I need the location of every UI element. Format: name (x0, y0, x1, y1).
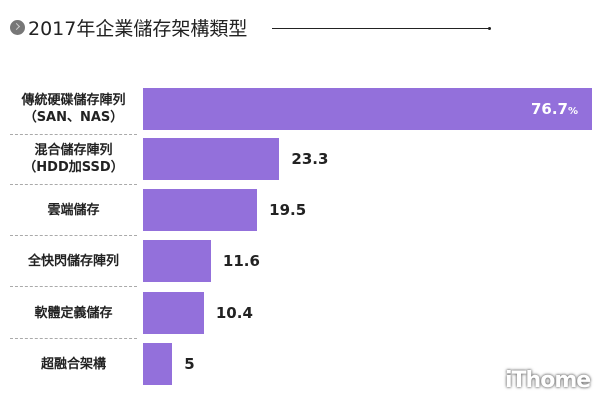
unit-label: % (567, 106, 578, 117)
row-divider (10, 184, 137, 185)
category-label: 混合儲存陣列 （HDD加SSD） (10, 138, 137, 180)
bar-row: 軟體定義儲存 10.4 (0, 292, 600, 343)
bullet-arrow-icon (10, 20, 25, 35)
chart-title-text: 2017年企業儲存架構類型 (28, 18, 248, 40)
category-label-line: 傳統硬碟儲存陣列 (21, 93, 126, 108)
category-label-line: （HDD加SSD） (23, 160, 124, 175)
row-divider (10, 134, 137, 135)
category-label-line: 全快閃儲存陣列 (27, 253, 119, 269)
bar (143, 88, 592, 130)
bar-row: 混合儲存陣列 （HDD加SSD） 23.3 (0, 138, 600, 189)
data-label: 19.5 (269, 201, 307, 219)
data-label: 5 (184, 355, 195, 373)
category-label: 超融合架構 (10, 343, 137, 385)
row-divider (10, 286, 137, 287)
bar (143, 343, 173, 385)
bar-row: 雲端儲存 19.5 (0, 189, 600, 240)
row-divider (10, 235, 137, 236)
category-label-line: 混合儲存陣列 (34, 143, 113, 158)
category-label: 傳統硬碟儲存陣列 （SAN、NAS） (10, 88, 137, 130)
category-label-line: 軟體定義儲存 (34, 305, 113, 321)
bar-row: 超融合架構 5 (0, 343, 600, 394)
data-label: 23.3 (291, 150, 329, 168)
bar-row: 全快閃儲存陣列 11.6 (0, 240, 600, 291)
category-label: 雲端儲存 (10, 189, 137, 231)
watermark-logo: iThome (505, 368, 591, 393)
category-label-line: 超融合架構 (40, 356, 106, 372)
data-label: 11.6 (222, 252, 260, 270)
data-label: 10.4 (215, 304, 253, 322)
data-label: 76.7% (530, 100, 578, 118)
row-divider (10, 338, 137, 339)
title-rule (272, 27, 491, 30)
bar (143, 240, 211, 282)
bar (143, 189, 258, 231)
category-label: 全快閃儲存陣列 (10, 240, 137, 282)
chart-title: 2017年企業儲存架構類型 (10, 14, 247, 41)
bar (143, 138, 280, 180)
category-label-line: （SAN、NAS） (23, 110, 124, 125)
bar-row: 傳統硬碟儲存陣列 （SAN、NAS） 76.7% (0, 88, 600, 139)
category-label: 軟體定義儲存 (10, 292, 137, 334)
category-label-line: 雲端儲存 (47, 202, 100, 218)
bar (143, 292, 204, 334)
